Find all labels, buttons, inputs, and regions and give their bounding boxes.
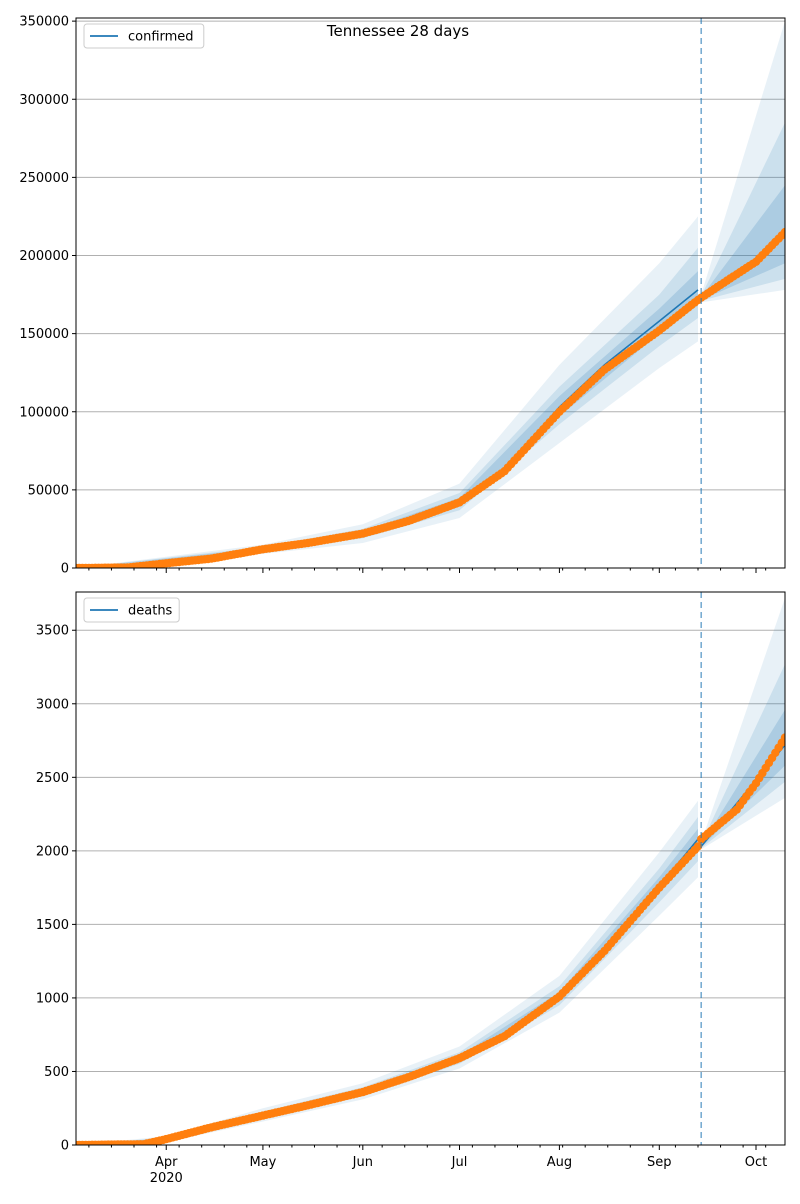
x-tick-label: Apr xyxy=(155,1155,178,1170)
x-tick-label: Sep xyxy=(647,1155,672,1170)
legend-box xyxy=(83,597,180,623)
y-tick-label: 0 xyxy=(61,1139,69,1154)
observed-point xyxy=(693,842,703,851)
legend-label: deaths xyxy=(128,604,173,619)
x-tick-label: May xyxy=(249,1155,276,1170)
y-tick-label: 3000 xyxy=(36,697,69,712)
plot-area xyxy=(76,21,785,568)
observed-point xyxy=(780,733,785,742)
uncertainty-band-outer xyxy=(701,21,785,303)
uncertainty-band-inner xyxy=(701,709,785,848)
plot-area xyxy=(76,597,785,1145)
x-tick-label: Jul xyxy=(451,1155,468,1170)
uncertainty-band-outer xyxy=(76,216,698,568)
y-tick-label: 1500 xyxy=(36,918,69,933)
uncertainty-band-inner xyxy=(701,185,785,300)
x-tick-label: Aug xyxy=(547,1155,572,1170)
deaths-panel: 0 500 1000 1500 2000 2500 3000 3500 Apr May Jun Jul… xyxy=(36,591,786,1186)
y-tick-label: 250000 xyxy=(19,171,69,186)
observed-point xyxy=(780,227,785,237)
y-tick-label: 200000 xyxy=(19,249,69,264)
y-tick-label: 500 xyxy=(44,1065,69,1080)
y-tick-label: 300000 xyxy=(19,93,69,108)
confirmed-panel: 0 50000 100000 150000 200000 250000 300000 3500… xyxy=(19,15,786,577)
x-tick-label: Jun xyxy=(352,1155,373,1170)
axes-frame xyxy=(75,17,786,569)
figure-title: Tennessee 28 days xyxy=(326,22,469,40)
y-tick-label: 3500 xyxy=(36,624,69,639)
y-tick-label: 100000 xyxy=(19,405,69,420)
uncertainty-band-middle xyxy=(76,247,698,568)
x-tick-label: Oct xyxy=(745,1155,767,1170)
axes-frame xyxy=(75,591,786,1146)
y-tick-label: 0 xyxy=(61,562,69,577)
y-tick-label: 150000 xyxy=(19,327,69,342)
y-tick-label: 1000 xyxy=(36,991,69,1006)
uncertainty-band-middle xyxy=(701,664,785,849)
uncertainty-band-outer xyxy=(701,597,785,850)
uncertainty-band-outer xyxy=(76,800,698,1145)
legend-box xyxy=(83,23,205,49)
y-tick-label: 2500 xyxy=(36,771,69,786)
legend-label: confirmed xyxy=(128,30,194,45)
y-tick-label: 50000 xyxy=(28,483,69,498)
y-tick-label: 350000 xyxy=(19,15,69,30)
y-tick-label: 2000 xyxy=(36,844,69,859)
x-year-label: 2020 xyxy=(150,1171,183,1186)
